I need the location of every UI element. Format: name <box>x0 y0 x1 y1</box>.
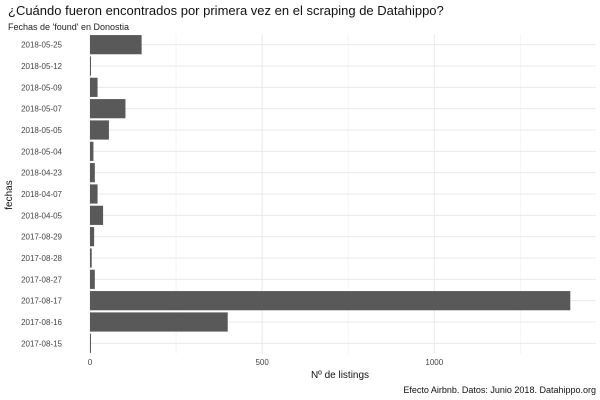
y-tick-label: 2018-05-05 <box>21 126 62 135</box>
bar-2018-05-04 <box>90 141 94 161</box>
y-tick-label: 2018-04-23 <box>21 169 62 178</box>
y-tick-label: 2017-08-16 <box>21 318 62 327</box>
bar-2018-04-23 <box>90 163 95 183</box>
bar-2017-08-29 <box>90 227 95 247</box>
x-tick-label: 1000 <box>425 358 443 367</box>
y-tick-label: 2018-05-25 <box>21 41 62 50</box>
x-tick-label: 0 <box>88 358 93 367</box>
bar-2018-04-07 <box>90 184 98 204</box>
bar-2018-04-05 <box>90 205 104 225</box>
y-tick-label: 2017-08-29 <box>21 233 62 242</box>
chart-subtitle: Fechas de 'found' en Donostia <box>8 22 129 32</box>
y-tick-label: 2017-08-15 <box>21 339 62 348</box>
bar-2017-08-27 <box>90 269 95 289</box>
y-tick-label: 2018-05-04 <box>21 147 62 156</box>
bar-2018-05-12 <box>90 56 91 76</box>
x-axis-title: Nº de listings <box>311 370 369 381</box>
y-tick-label: 2017-08-17 <box>21 297 62 306</box>
chart-caption: Efecto Airbnb. Datos: Junio 2018. Datahi… <box>403 385 596 395</box>
bar-2017-08-15 <box>90 333 91 353</box>
y-tick-label: 2018-04-05 <box>21 211 62 220</box>
bar-2017-08-17 <box>90 291 571 311</box>
y-axis-title: fechas <box>4 180 15 209</box>
y-tick-label: 2018-04-07 <box>21 190 62 199</box>
y-tick-label: 2018-05-07 <box>21 105 62 114</box>
y-tick-label: 2017-08-27 <box>21 275 62 284</box>
gridlines <box>89 34 596 354</box>
y-tick-label: 2018-05-09 <box>21 83 62 92</box>
bar-2018-05-07 <box>90 99 126 119</box>
y-tick-label: 2018-05-12 <box>21 62 62 71</box>
chart-title: ¿Cuándo fueron encontrados por primera v… <box>8 3 444 18</box>
bar-2018-05-09 <box>90 77 98 97</box>
bars <box>90 35 571 353</box>
y-tick-label: 2017-08-28 <box>21 254 62 263</box>
x-tick-label: 500 <box>255 358 269 367</box>
bar-2018-05-05 <box>90 120 109 140</box>
y-tick-labels: 2018-05-25 2018-05-12 2018-05-09 2018-05-07… <box>21 41 62 349</box>
bar-2017-08-28 <box>90 248 92 268</box>
bar-2018-05-25 <box>90 35 142 55</box>
x-tick-labels: 0 500 1000 <box>88 358 444 367</box>
bar-2017-08-16 <box>90 312 228 332</box>
